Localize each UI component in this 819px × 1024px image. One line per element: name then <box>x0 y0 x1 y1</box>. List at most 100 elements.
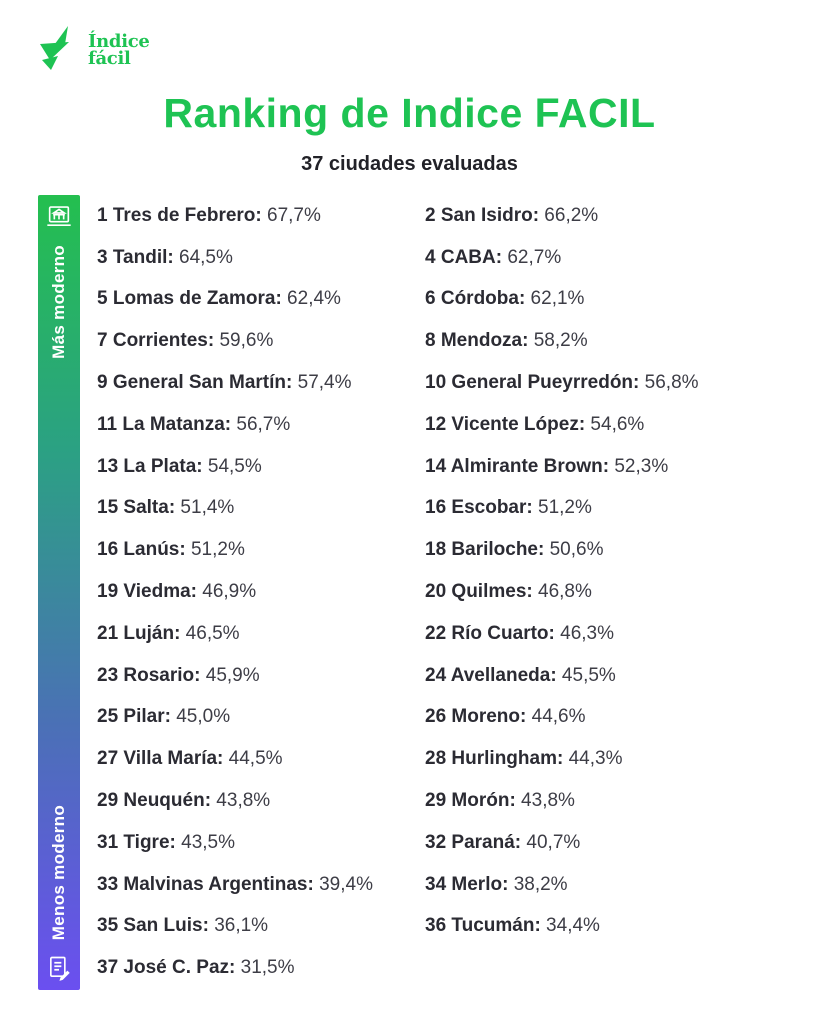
entry-value: 31,5% <box>235 957 295 979</box>
origami-bird-logo-icon <box>40 26 69 70</box>
ranking-entry: 5 Lomas de Zamora: 62,4% <box>97 279 425 321</box>
entry-rank-and-city: 34 Merlo: <box>425 873 509 895</box>
entry-value: 62,7% <box>502 246 562 268</box>
ranking-entry: 35 San Luis: 36,1% <box>97 906 425 948</box>
ranking-list: 1 Tres de Febrero: 67,7% 3 Tandil: 64,5%… <box>97 195 803 989</box>
entry-rank-and-city: 23 Rosario: <box>97 664 201 686</box>
ranking-entry: 26 Moreno: 44,6% <box>425 697 803 739</box>
entry-rank-and-city: 14 Almirante Brown: <box>425 455 610 477</box>
ranking-entry: 28 Hurlingham: 44,3% <box>425 738 803 780</box>
ranking-entry: 1 Tres de Febrero: 67,7% <box>97 195 425 237</box>
logo-text: Índice fácil <box>88 30 150 69</box>
entry-value: 39,4% <box>313 873 373 895</box>
ranking-column-left: 1 Tres de Febrero: 67,7% 3 Tandil: 64,5%… <box>97 195 425 989</box>
entry-rank-and-city: 21 Luján: <box>97 622 181 644</box>
scale-label-menos-moderno: Menos moderno <box>49 804 68 940</box>
entry-rank-and-city: 31 Tigre: <box>97 831 176 853</box>
entry-value: 45,9% <box>200 664 260 686</box>
entry-value: 43,8% <box>211 790 271 812</box>
entry-value: 40,7% <box>521 831 581 853</box>
entry-value: 54,6% <box>585 413 645 435</box>
page-subtitle: 37 ciudades evaluadas <box>301 153 518 175</box>
entry-rank-and-city: 18 Bariloche: <box>425 539 545 561</box>
ranking-entry: 29 Neuquén: 43,8% <box>97 780 425 822</box>
modernity-scale-bar: Más moderno Menos moderno <box>38 195 80 990</box>
entry-rank-and-city: 26 Moreno: <box>425 706 527 728</box>
ranking-entry: 21 Luján: 46,5% <box>97 613 425 655</box>
logo-line2: fácil <box>88 48 131 69</box>
entry-rank-and-city: 7 Corrientes: <box>97 330 215 352</box>
entry-rank-and-city: 9 General San Martín: <box>97 372 293 394</box>
ranking-entry: 20 Quilmes: 46,8% <box>425 571 803 613</box>
ranking-entry: 10 General Pueyrredón: 56,8% <box>425 362 803 404</box>
entry-value: 52,3% <box>609 455 669 477</box>
ranking-entry: 25 Pilar: 45,0% <box>97 697 425 739</box>
entry-value: 56,8% <box>639 372 699 394</box>
entry-value: 62,1% <box>525 288 585 310</box>
entry-rank-and-city: 6 Córdoba: <box>425 288 526 310</box>
paper-form-pencil-icon <box>50 956 70 981</box>
entry-rank-and-city: 33 Malvinas Argentinas: <box>97 873 314 895</box>
entry-rank-and-city: 15 Salta: <box>97 497 176 519</box>
ranking-entry: 16 Lanús: 51,2% <box>97 529 425 571</box>
ranking-entry: 31 Tigre: 43,5% <box>97 822 425 864</box>
ranking-entry: 37 José C. Paz: 31,5% <box>97 947 425 989</box>
ranking-entry: 15 Salta: 51,4% <box>97 488 425 530</box>
ranking-entry: 23 Rosario: 45,9% <box>97 655 425 697</box>
entry-value: 44,3% <box>563 748 623 770</box>
entry-rank-and-city: 4 CABA: <box>425 246 503 268</box>
ranking-entry: 7 Corrientes: 59,6% <box>97 320 425 362</box>
entry-value: 38,2% <box>508 873 568 895</box>
entry-rank-and-city: 5 Lomas de Zamora: <box>97 288 282 310</box>
entry-rank-and-city: 22 Río Cuarto: <box>425 622 555 644</box>
entry-rank-and-city: 28 Hurlingham: <box>425 748 564 770</box>
indice-facil-logo: Índice fácil <box>38 26 150 74</box>
entry-value: 43,5% <box>175 831 236 853</box>
ranking-entry: 6 Córdoba: 62,1% <box>425 279 803 321</box>
entry-rank-and-city: 37 José C. Paz: <box>97 957 236 979</box>
entry-rank-and-city: 27 Villa María: <box>97 748 224 770</box>
entry-value: 51,2% <box>185 539 245 561</box>
entry-rank-and-city: 20 Quilmes: <box>425 581 533 603</box>
digital-government-laptop-icon <box>47 206 71 226</box>
entry-value: 34,4% <box>540 915 600 937</box>
entry-rank-and-city: 13 La Plata: <box>97 455 203 477</box>
logo-line1: Índice <box>88 30 150 52</box>
ranking-entry: 2 San Isidro: 66,2% <box>425 195 803 237</box>
ranking-entry: 16 Escobar: 51,2% <box>425 488 803 530</box>
ranking-entry: 11 La Matanza: 56,7% <box>97 404 425 446</box>
entry-rank-and-city: 36 Tucumán: <box>425 915 541 937</box>
entry-rank-and-city: 32 Paraná: <box>425 831 522 853</box>
entry-value: 59,6% <box>214 330 274 352</box>
ranking-entry: 3 Tandil: 64,5% <box>97 237 425 279</box>
entry-value: 64,5% <box>173 246 233 268</box>
entry-value: 56,7% <box>231 413 291 435</box>
ranking-entry: 9 General San Martín: 57,4% <box>97 362 425 404</box>
entry-value: 46,3% <box>554 622 615 644</box>
entry-value: 54,5% <box>202 455 262 477</box>
entry-value: 46,8% <box>532 581 592 603</box>
ranking-entry: 22 Río Cuarto: 46,3% <box>425 613 803 655</box>
entry-rank-and-city: 35 San Luis: <box>97 915 209 937</box>
entry-rank-and-city: 29 Neuquén: <box>97 790 212 812</box>
entry-rank-and-city: 16 Escobar: <box>425 497 533 519</box>
ranking-entry: 33 Malvinas Argentinas: 39,4% <box>97 864 425 906</box>
ranking-entry: 29 Morón: 43,8% <box>425 780 803 822</box>
entry-rank-and-city: 8 Mendoza: <box>425 330 529 352</box>
entry-rank-and-city: 19 Viedma: <box>97 581 197 603</box>
entry-value: 43,8% <box>515 790 575 812</box>
entry-value: 57,4% <box>292 372 352 394</box>
ranking-entry: 8 Mendoza: 58,2% <box>425 320 803 362</box>
entry-rank-and-city: 29 Morón: <box>425 790 516 812</box>
ranking-entry: 19 Viedma: 46,9% <box>97 571 425 613</box>
page-title: Ranking de Indice FACIL <box>163 90 656 136</box>
entry-rank-and-city: 25 Pilar: <box>97 706 171 728</box>
entry-rank-and-city: 3 Tandil: <box>97 246 174 268</box>
entry-rank-and-city: 10 General Pueyrredón: <box>425 372 640 394</box>
ranking-entry: 32 Paraná: 40,7% <box>425 822 803 864</box>
ranking-entry: 34 Merlo: 38,2% <box>425 864 803 906</box>
scale-label-mas-moderno: Más moderno <box>49 245 68 359</box>
entry-value: 62,4% <box>281 288 341 310</box>
entry-rank-and-city: 12 Vicente López: <box>425 413 586 435</box>
